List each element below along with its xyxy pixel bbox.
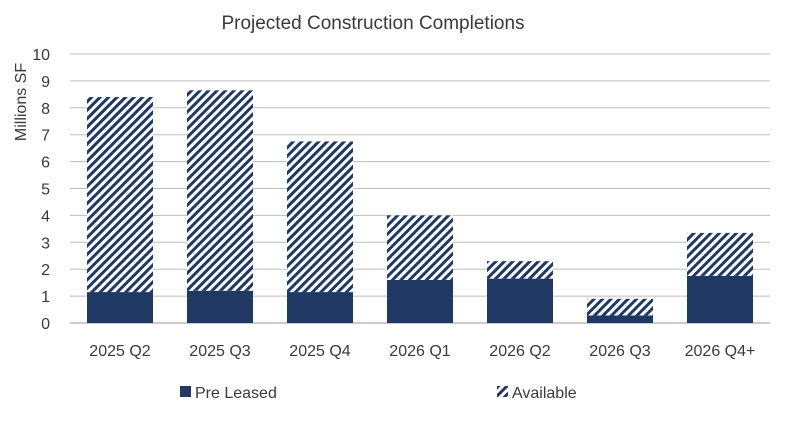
bar-segment-pre-leased bbox=[487, 278, 553, 323]
legend-label-available: Available bbox=[512, 385, 577, 402]
y-tick-label: 1 bbox=[41, 289, 50, 306]
chart-title: Projected Construction Completions bbox=[221, 13, 524, 34]
bar-segment-available bbox=[187, 90, 253, 291]
bars bbox=[87, 90, 753, 323]
y-tick-label: 10 bbox=[32, 47, 50, 64]
x-tick-label: 2026 Q3 bbox=[589, 343, 650, 360]
y-tick-label: 2 bbox=[41, 262, 50, 279]
x-tick-label: 2026 Q1 bbox=[389, 343, 450, 360]
y-tick-label: 4 bbox=[41, 208, 50, 225]
legend-swatch-pre-leased bbox=[180, 386, 191, 397]
bar-segment-available bbox=[387, 215, 453, 280]
bar-segment-pre-leased bbox=[87, 292, 153, 323]
y-tick-label: 0 bbox=[41, 316, 50, 333]
bar-segment-available bbox=[87, 97, 153, 293]
bar-segment-pre-leased bbox=[287, 292, 353, 323]
legend-label-pre-leased: Pre Leased bbox=[195, 385, 277, 402]
x-tick-label: 2026 Q2 bbox=[489, 343, 550, 360]
y-tick-label: 6 bbox=[41, 155, 50, 172]
x-axis-ticks: 2025 Q2 2025 Q3 2025 Q4 2026 Q1 2026 Q2 2026 … bbox=[89, 343, 755, 360]
bar-segment-pre-leased bbox=[587, 315, 653, 323]
y-tick-label: 5 bbox=[41, 182, 50, 199]
y-tick-label: 3 bbox=[41, 235, 50, 252]
y-tick-label: 7 bbox=[41, 128, 50, 145]
y-tick-label: 9 bbox=[41, 74, 50, 91]
bar-segment-available bbox=[587, 298, 653, 316]
x-tick-label: 2025 Q2 bbox=[89, 343, 150, 360]
y-axis-ticks: 0 1 2 3 4 5 6 7 8 9 10 bbox=[32, 47, 50, 333]
bar-segment-pre-leased bbox=[687, 275, 753, 323]
x-tick-label: 2026 Q4+ bbox=[685, 343, 756, 360]
bar-segment-pre-leased bbox=[387, 279, 453, 323]
legend-swatch-available bbox=[497, 386, 508, 397]
bar-segment-available bbox=[487, 261, 553, 279]
y-tick-label: 8 bbox=[41, 101, 50, 118]
legend: Pre Leased Available bbox=[180, 385, 577, 402]
bar-segment-available bbox=[287, 141, 353, 293]
bar-segment-available bbox=[687, 232, 753, 276]
y-axis-title: Millions SF bbox=[13, 63, 30, 141]
bar-segment-pre-leased bbox=[187, 290, 253, 323]
x-tick-label: 2025 Q3 bbox=[189, 343, 250, 360]
x-tick-label: 2025 Q4 bbox=[289, 343, 350, 360]
